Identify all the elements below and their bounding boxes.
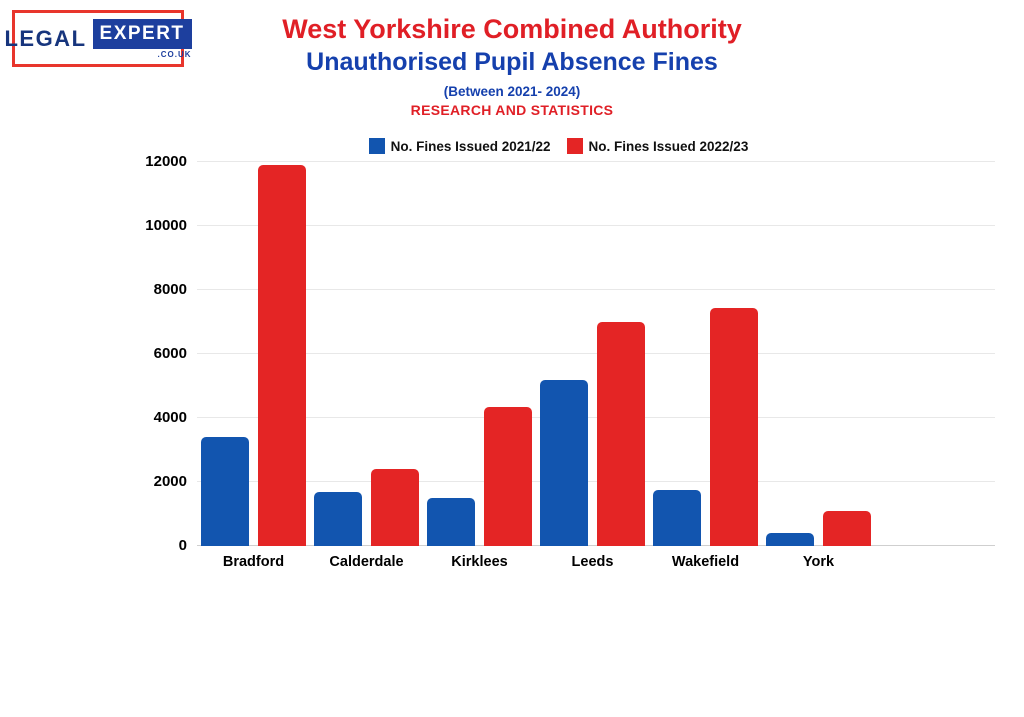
bar-chart: No. Fines Issued 2021/22 No. Fines Issued… <box>122 136 995 570</box>
bar-group-bradford <box>197 162 310 546</box>
bar <box>540 379 589 546</box>
gridline <box>197 353 995 354</box>
gridline <box>197 545 995 546</box>
y-tick-label: 6000 <box>153 345 187 362</box>
x-axis-label: Kirklees <box>451 554 508 570</box>
gridline <box>197 225 995 226</box>
research-statistics-label: RESEARCH AND STATISTICS <box>410 101 614 118</box>
bar <box>710 307 759 546</box>
gridline <box>197 417 995 418</box>
chart-header: West Yorkshire Combined Authority Unauth… <box>0 0 1024 118</box>
bar <box>258 165 307 546</box>
y-tick-label: 4000 <box>153 409 187 427</box>
gridline <box>197 481 995 482</box>
y-tick-label: 0 <box>178 537 187 554</box>
bar <box>371 469 420 546</box>
bar-group-kirklees <box>423 162 536 546</box>
x-axis-label: Leeds <box>571 554 614 570</box>
bar <box>201 437 250 546</box>
x-axis: Bradford Calderdale Kirklees Leeds Wakefield… <box>197 546 875 570</box>
bar-group-calderdale <box>310 162 423 546</box>
y-tick-label: 2000 <box>153 473 187 491</box>
legend-item: No. Fines Issued 2022/23 <box>566 136 749 156</box>
plot-row: 0 2000 4000 6000 8000 10000 12000 <box>122 153 995 554</box>
bar-group-wakefield <box>649 162 762 546</box>
bar-group-york <box>762 162 875 546</box>
bar <box>484 406 533 546</box>
date-range-label: (Between 2021- 2024) <box>443 83 581 99</box>
bar <box>427 498 476 546</box>
y-tick-label: 8000 <box>153 281 187 299</box>
logo-legal-text: LEGAL <box>4 25 87 51</box>
x-axis-label: Wakefield <box>671 554 740 570</box>
bars-container <box>197 162 875 546</box>
legend-label: No. Fines Issued 2021/22 <box>390 138 551 154</box>
bar <box>766 533 815 546</box>
bar <box>314 491 363 546</box>
page-subtitle: Unauthorised Pupil Absence Fines <box>306 48 718 77</box>
legend-swatch <box>566 138 583 154</box>
x-axis-label: York <box>802 554 835 570</box>
legal-expert-logo: LEGAL EXPERT .CO.UK <box>4 10 192 67</box>
y-tick-label: 12000 <box>145 153 187 170</box>
legend-swatch <box>368 138 385 154</box>
legend-item: No. Fines Issued 2021/22 <box>368 136 551 156</box>
y-tick-label: 10000 <box>145 217 187 234</box>
x-axis-label: Bradford <box>222 554 285 570</box>
logo-couk-text: .CO.UK <box>157 49 192 59</box>
y-axis: 0 2000 4000 6000 8000 10000 12000 <box>122 153 197 554</box>
chart-legend: No. Fines Issued 2021/22 No. Fines Issued… <box>122 136 995 156</box>
page-title: West Yorkshire Combined Authority <box>282 14 742 44</box>
legend-label: No. Fines Issued 2022/23 <box>588 138 749 154</box>
gridlines <box>197 161 995 546</box>
bar-group-leeds <box>536 162 649 546</box>
plot-area <box>197 161 995 546</box>
bar <box>653 490 702 546</box>
logo-expert-text: EXPERT <box>92 18 192 49</box>
gridline <box>197 161 995 162</box>
bar <box>823 510 872 546</box>
gridline <box>197 289 995 290</box>
x-axis-label: Calderdale <box>329 554 404 570</box>
logo-right-block: EXPERT .CO.UK <box>92 18 192 59</box>
bar <box>597 322 646 546</box>
